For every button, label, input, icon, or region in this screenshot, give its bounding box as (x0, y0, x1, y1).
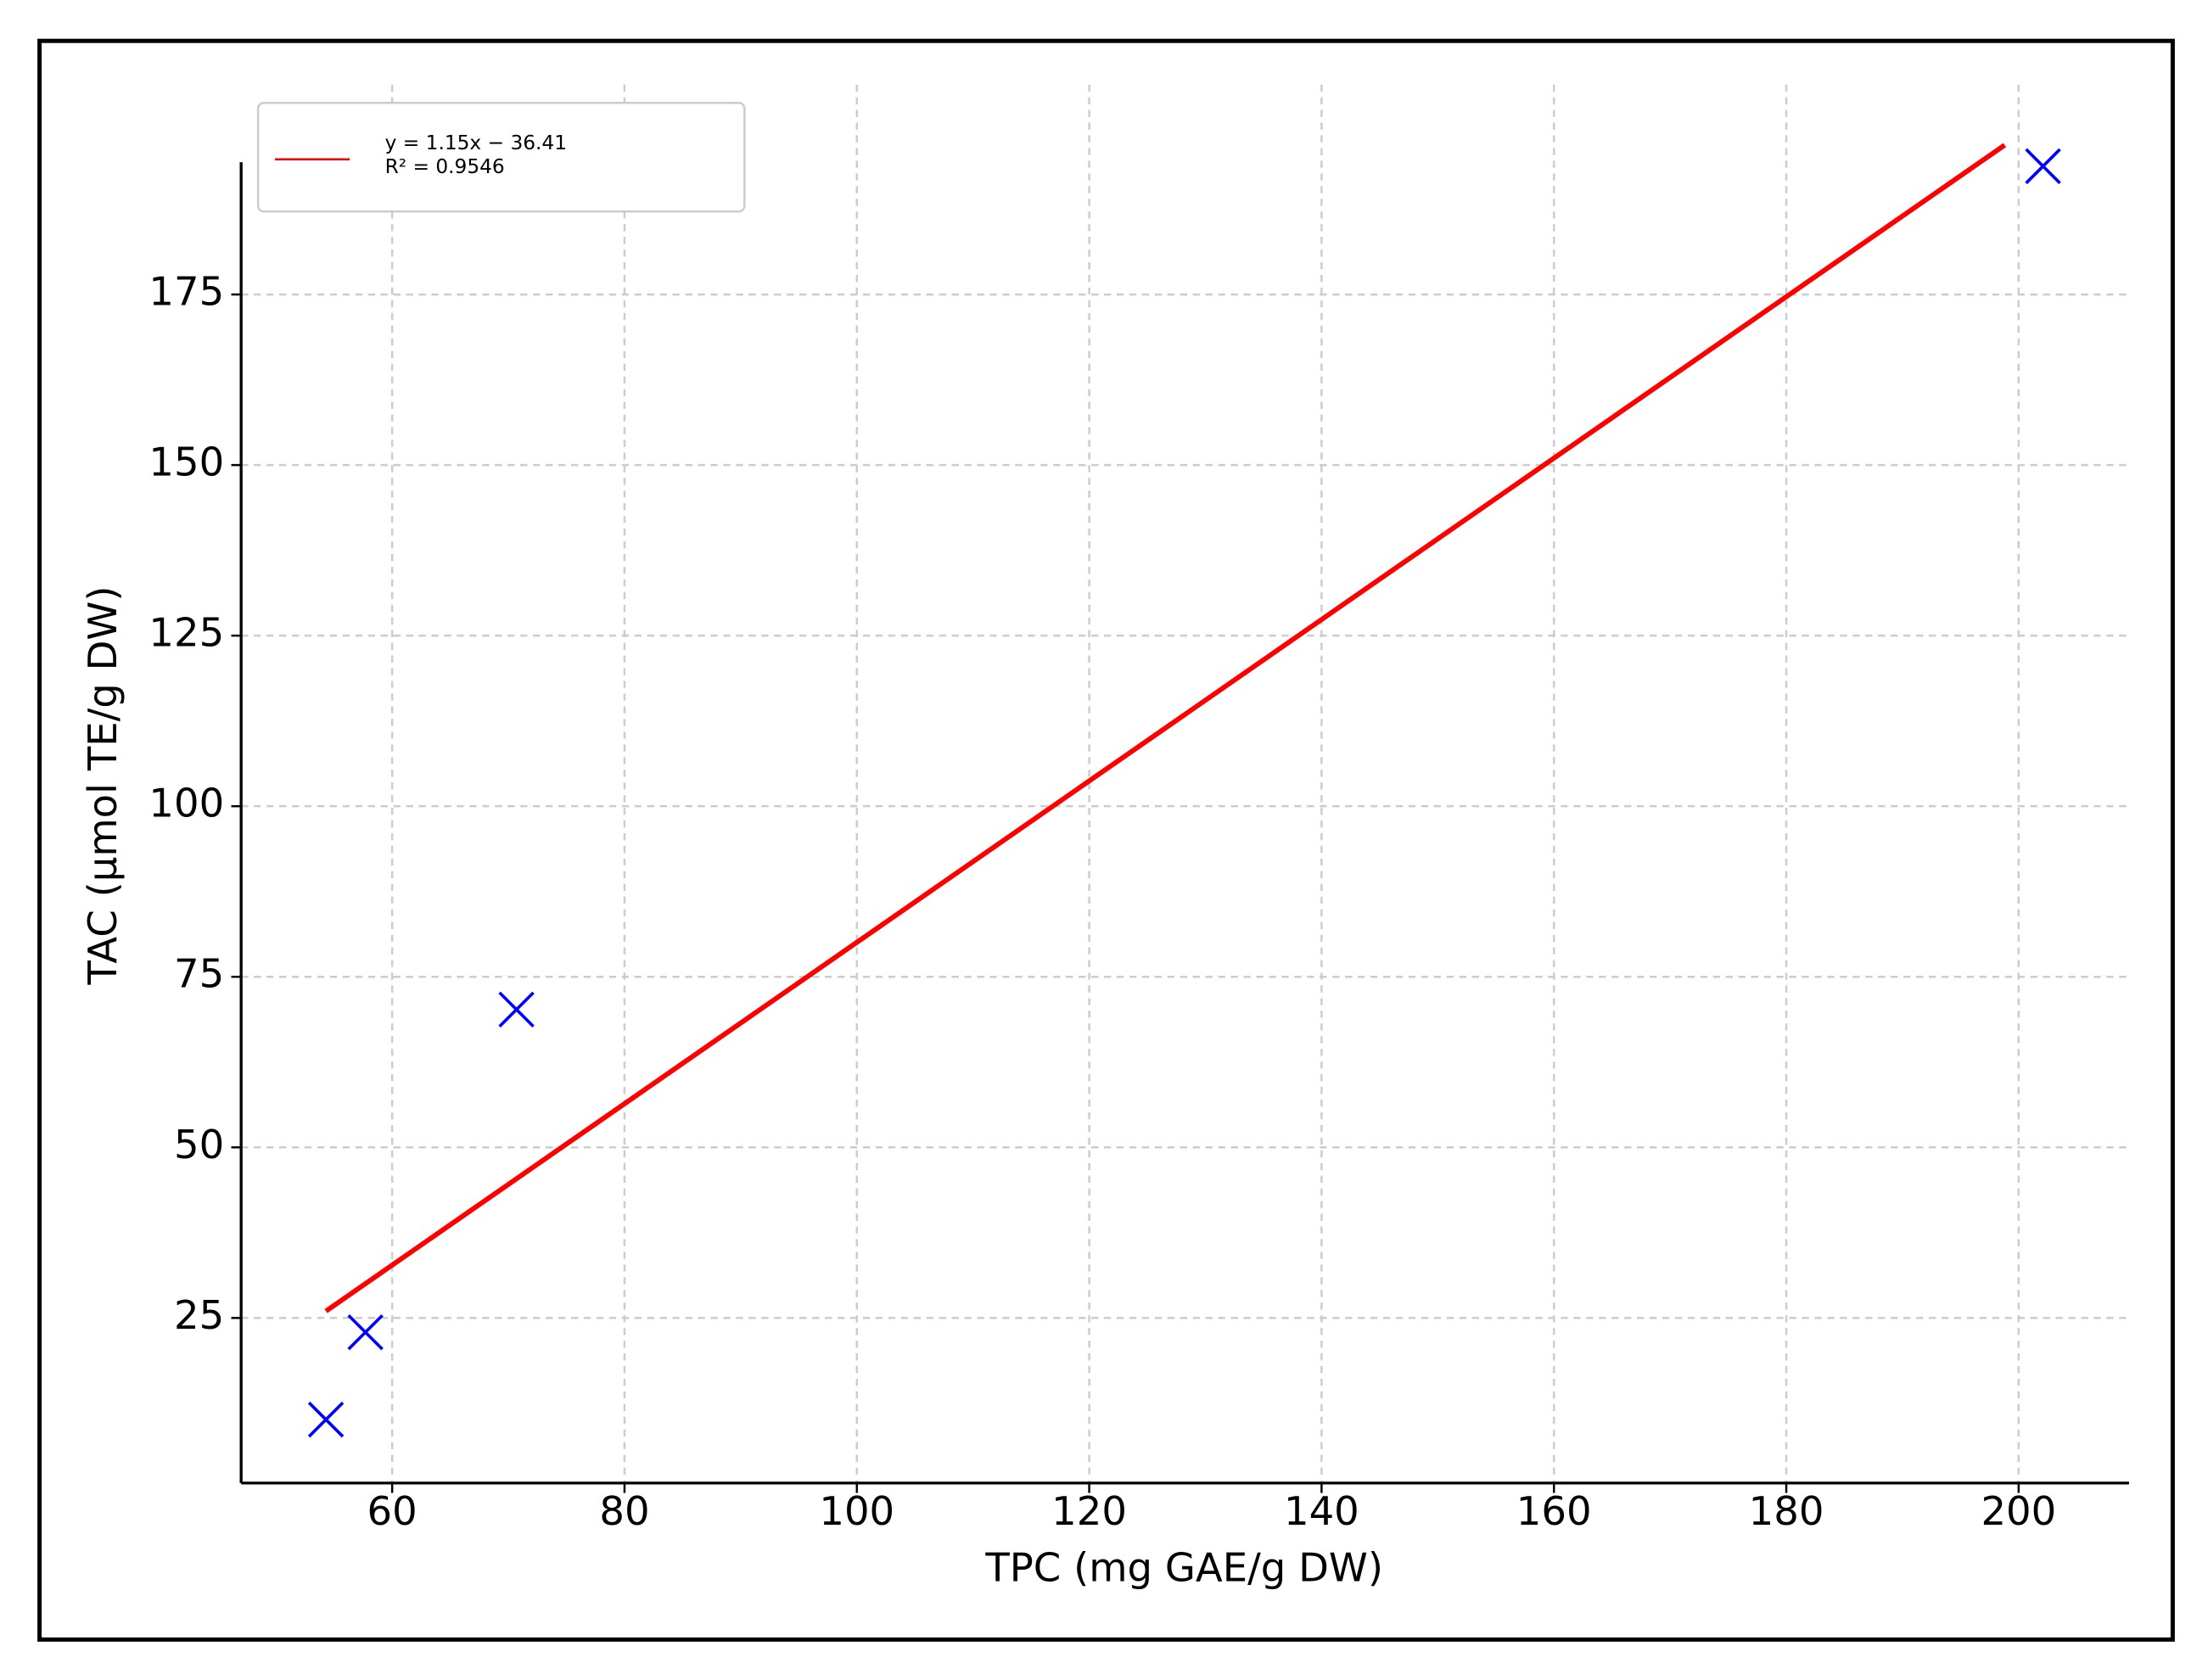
frame (37, 38, 2175, 1642)
annotation: R² = 0.9546 (385, 155, 505, 178)
fit-line (324, 143, 2007, 1313)
point (498, 991, 535, 1028)
x-tick-label: 60 (367, 1488, 418, 1534)
point (2025, 148, 2061, 185)
x-tick-label: 160 (1516, 1488, 1592, 1534)
y-tick-label: 75 (174, 951, 224, 997)
x-axis-label: TPC (mg GAE/g DW) (984, 1544, 1383, 1590)
x-tick-label: 120 (1051, 1488, 1127, 1534)
y-axis-label: TAC (µmol TE/g DW) (80, 585, 126, 985)
x-tick-label: 100 (819, 1488, 894, 1534)
y-tick-label: 100 (149, 781, 224, 826)
y-tick-label: 125 (149, 610, 224, 656)
y-tick-label: 25 (174, 1292, 224, 1338)
point (307, 1401, 345, 1438)
x-tick-label: 140 (1284, 1488, 1359, 1534)
y-tick-label: 50 (174, 1122, 224, 1168)
x-tick-label: 180 (1749, 1488, 1824, 1534)
legend-box (256, 102, 746, 213)
x-tick-label: 200 (1981, 1488, 2056, 1534)
y-tick-label: 175 (149, 269, 224, 315)
y-tick-label: 150 (149, 440, 224, 485)
point (347, 1313, 384, 1351)
x-tick-label: 80 (599, 1488, 649, 1534)
legend-label: y = 1.15x − 36.41 (385, 132, 567, 154)
